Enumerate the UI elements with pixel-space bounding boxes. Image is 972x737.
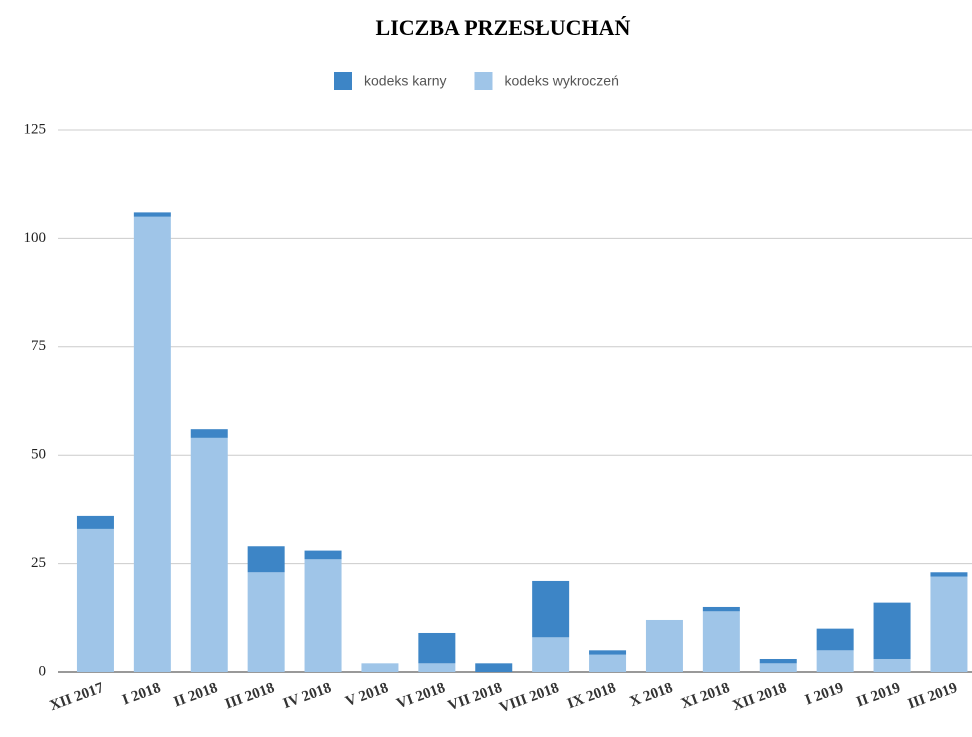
bar-segment bbox=[589, 654, 627, 672]
bar-segment bbox=[873, 658, 911, 672]
y-tick-label: 25 bbox=[31, 555, 46, 571]
bar-segment bbox=[418, 632, 456, 664]
bar-segment bbox=[589, 650, 627, 655]
x-tick-label: II 2019 bbox=[854, 680, 902, 711]
bar-segment bbox=[475, 663, 513, 672]
bar-segment bbox=[418, 663, 456, 672]
bar-segment bbox=[816, 628, 854, 651]
bar-segment bbox=[133, 212, 171, 217]
bar-segment bbox=[873, 602, 911, 659]
bar-segment bbox=[190, 437, 228, 672]
x-tick-label: VIII 2018 bbox=[497, 680, 561, 716]
bar-segment bbox=[702, 611, 740, 672]
bar-segment bbox=[76, 515, 114, 529]
x-tick-label: I 2019 bbox=[803, 680, 846, 709]
bar-segment bbox=[702, 606, 740, 612]
x-tick-label: VI 2018 bbox=[395, 680, 448, 712]
x-tick-label: III 2019 bbox=[906, 680, 960, 713]
bar-segment bbox=[645, 619, 683, 672]
y-tick-label: 75 bbox=[31, 338, 46, 354]
bar-segment bbox=[532, 580, 570, 638]
x-tick-label: IV 2018 bbox=[281, 680, 334, 712]
bar-segment bbox=[361, 663, 399, 672]
legend-label: kodeks wykroczeń bbox=[504, 73, 618, 89]
x-tick-label: XI 2018 bbox=[679, 680, 732, 712]
bar-segment bbox=[304, 559, 342, 672]
bar-segment bbox=[76, 528, 114, 672]
x-tick-label: XII 2018 bbox=[730, 680, 788, 714]
y-tick-label: 50 bbox=[31, 447, 46, 463]
bar-segment bbox=[930, 576, 968, 672]
bar-segment bbox=[759, 663, 797, 672]
bar-segment bbox=[247, 572, 285, 672]
legend-label: kodeks karny bbox=[364, 73, 446, 89]
x-tick-label: XII 2017 bbox=[48, 680, 107, 714]
chart-title: LICZBA PRZESŁUCHAŃ bbox=[376, 15, 631, 40]
y-tick-label: 125 bbox=[24, 121, 47, 137]
x-tick-label: III 2018 bbox=[223, 680, 277, 713]
bar-segment bbox=[190, 429, 228, 438]
legend-swatch bbox=[474, 72, 493, 90]
bar-segment bbox=[816, 650, 854, 672]
x-tick-label: X 2018 bbox=[628, 680, 675, 710]
y-tick-label: 0 bbox=[39, 663, 47, 679]
x-tick-label: II 2018 bbox=[172, 680, 220, 711]
bar-segment bbox=[532, 637, 570, 672]
bar-segment bbox=[304, 550, 342, 560]
x-tick-label: VII 2018 bbox=[446, 680, 504, 714]
y-tick-label: 100 bbox=[24, 230, 47, 246]
x-tick-label: I 2018 bbox=[120, 680, 163, 709]
x-tick-label: V 2018 bbox=[343, 680, 390, 710]
bar-segment bbox=[759, 658, 797, 664]
legend-swatch bbox=[334, 72, 352, 90]
bar-segment bbox=[930, 572, 968, 577]
x-tick-label: IX 2018 bbox=[565, 680, 618, 712]
bar-segment bbox=[247, 546, 285, 573]
bar-segment bbox=[133, 216, 171, 672]
